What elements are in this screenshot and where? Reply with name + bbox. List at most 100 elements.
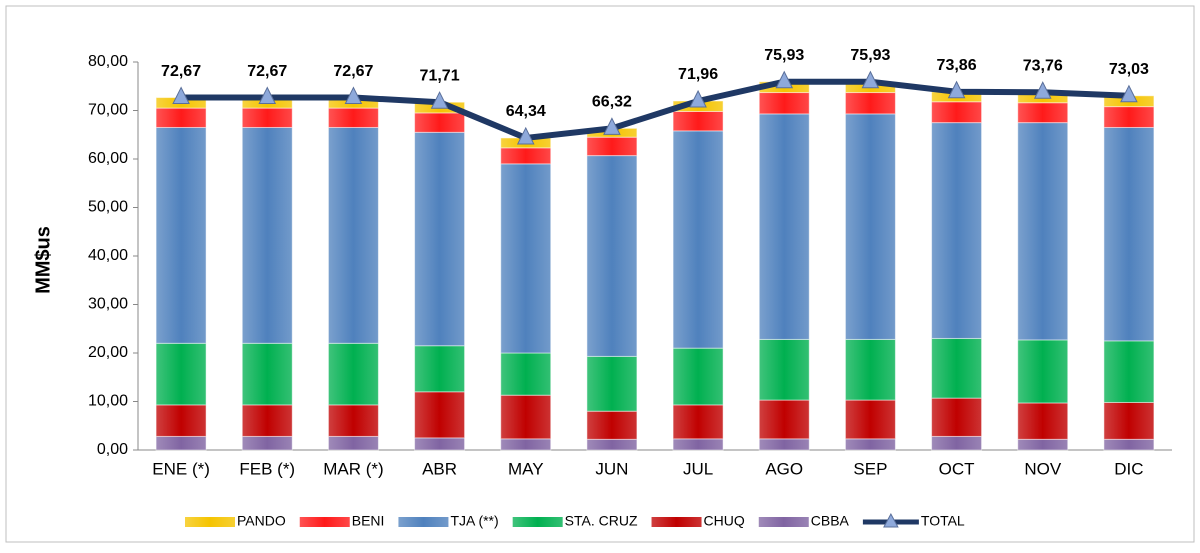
legend-label: TJA (**) — [450, 513, 498, 529]
y-tick-label: 50,00 — [88, 199, 128, 216]
bar-segment — [672, 130, 724, 349]
legend-swatch — [512, 517, 563, 527]
bar-segment — [1017, 102, 1069, 124]
x-tick-label: OCT — [939, 459, 975, 478]
bar-segment — [241, 126, 293, 344]
data-label: 73,03 — [1109, 61, 1149, 78]
x-tick-label: DIC — [1114, 459, 1143, 478]
y-tick-label: 0,00 — [97, 441, 128, 458]
data-label: 71,71 — [420, 67, 460, 84]
bar-segment — [844, 113, 896, 340]
bar-segment — [500, 147, 552, 165]
legend-swatch — [299, 517, 350, 527]
total-marker — [258, 86, 277, 105]
bar-segment — [327, 404, 379, 437]
data-label: 71,96 — [678, 66, 718, 83]
bar-segment — [586, 355, 638, 412]
legend-marker — [883, 512, 899, 528]
bar-segment — [672, 347, 724, 406]
bar-segment — [758, 338, 810, 401]
x-tick-label: ABR — [422, 459, 457, 478]
legend-swatch — [651, 517, 702, 527]
bar-segment — [1103, 340, 1155, 403]
data-label: 73,86 — [937, 57, 977, 74]
bar-segment — [155, 404, 207, 437]
bar-segment — [1017, 438, 1069, 451]
bar-segment — [931, 435, 983, 451]
bar-segment — [327, 435, 379, 451]
y-tick-label: 10,00 — [88, 393, 128, 410]
x-tick-label: SEP — [853, 459, 887, 478]
total-marker — [344, 86, 363, 105]
data-label: 75,93 — [850, 47, 890, 64]
y-tick-label: 40,00 — [88, 247, 128, 264]
x-tick-label: JUN — [595, 459, 628, 478]
x-tick-label: JUL — [683, 459, 713, 478]
bar-segment — [500, 163, 552, 354]
legend-swatch — [758, 517, 809, 527]
bar-segment — [672, 110, 724, 132]
bar-segment — [844, 438, 896, 451]
bar-segment — [758, 92, 810, 115]
legend-swatch — [185, 517, 235, 527]
data-label: 64,34 — [506, 103, 546, 120]
legend-label: STA. CRUZ — [565, 513, 638, 529]
data-label: 66,32 — [592, 94, 632, 111]
legend-swatch — [398, 517, 449, 527]
x-tick-label: NOV — [1024, 459, 1062, 478]
total-marker — [172, 86, 190, 105]
bar-segment — [586, 136, 638, 157]
total-marker — [775, 70, 794, 89]
total-marker — [1033, 81, 1052, 99]
bar-segment — [931, 122, 983, 339]
bar-segment — [155, 342, 207, 406]
data-label: 72,67 — [247, 63, 287, 80]
bar-segment — [931, 101, 983, 124]
data-label: 72,67 — [161, 63, 201, 80]
total-marker — [516, 126, 535, 145]
bar-segment — [586, 410, 638, 440]
legend-label: BENI — [352, 513, 385, 529]
y-tick-label: 20,00 — [88, 344, 128, 361]
y-tick-label: 30,00 — [88, 296, 128, 313]
bar-segment — [586, 438, 638, 451]
bar-segment — [758, 438, 810, 451]
bar-segment — [844, 399, 896, 440]
bar-segment — [414, 437, 466, 451]
bar-segment — [327, 342, 379, 406]
bar-segment — [327, 107, 379, 128]
bar-segment — [1103, 126, 1155, 342]
data-label: 73,76 — [1023, 57, 1063, 74]
bar-segment — [1103, 401, 1155, 440]
bar-segment — [758, 399, 810, 440]
x-tick-label: ENE (*) — [152, 459, 210, 478]
legend-label: PANDO — [237, 513, 286, 529]
bar-segment — [1103, 438, 1155, 451]
bar-segment — [586, 155, 638, 357]
bar-segment — [1017, 402, 1069, 440]
total-marker — [430, 91, 449, 109]
data-label: 72,67 — [333, 63, 373, 80]
bar-segment — [672, 404, 724, 440]
total-line — [181, 78, 1130, 141]
bar-segment — [414, 131, 466, 347]
total-marker — [603, 117, 621, 135]
total-marker — [689, 89, 707, 108]
bar-segment — [500, 438, 552, 451]
bar-segment — [155, 107, 207, 128]
bar-segment — [327, 126, 379, 344]
legend-label: CHUQ — [704, 513, 745, 529]
bar-segment — [931, 397, 983, 437]
bar-segment — [241, 435, 293, 451]
bar-segment — [758, 113, 810, 340]
bar-segment — [844, 92, 896, 115]
y-axis-label: MM$us — [32, 226, 54, 294]
x-tick-label: MAY — [508, 459, 544, 478]
bar-segment — [1017, 122, 1069, 341]
total-marker — [947, 80, 966, 99]
y-tick-label: 80,00 — [88, 53, 128, 70]
bar-segment — [241, 342, 293, 406]
bar-segment — [931, 337, 983, 399]
